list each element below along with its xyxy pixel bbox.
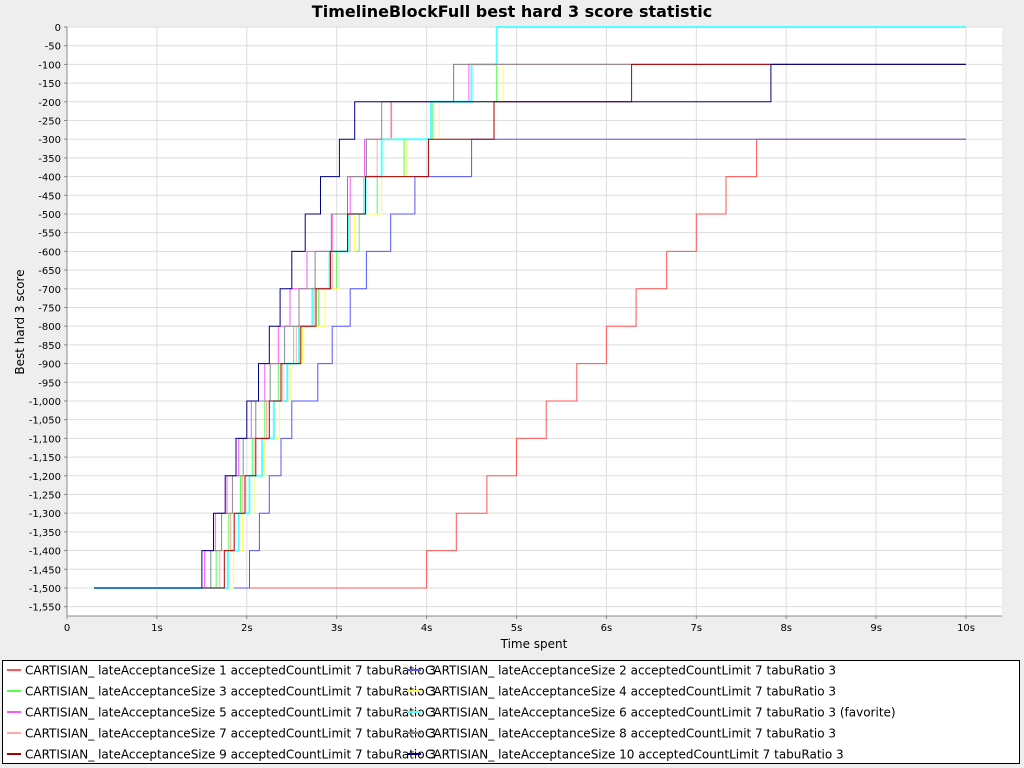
legend-item-9: CARTISIAN_ lateAcceptanceSize 9 accepted… bbox=[7, 747, 436, 765]
x-tick-label: 8s bbox=[780, 623, 792, 634]
legend-item-8: CARTISIAN_ lateAcceptanceSize 8 accepted… bbox=[407, 726, 836, 744]
y-axis-label: Best hard 3 score bbox=[13, 269, 27, 374]
y-tick-label: -900 bbox=[38, 360, 61, 371]
series-line-9 bbox=[94, 63, 966, 589]
x-tick-label: 10s bbox=[957, 623, 975, 634]
series-line-8 bbox=[94, 63, 966, 589]
chart-canvas: 0 -50 -100 -150 -200 -250 -300 -350 -400 -450 -500… bbox=[13, 23, 1002, 651]
legend-swatch bbox=[7, 752, 21, 755]
y-tick-label: -500 bbox=[38, 210, 61, 221]
y-tick-label: -1,300 bbox=[29, 509, 61, 520]
x-tick-label: 9s bbox=[870, 623, 882, 634]
y-tick-label: -300 bbox=[38, 135, 61, 146]
x-tick-label: 1s bbox=[151, 623, 163, 634]
y-tick-label: -550 bbox=[38, 229, 61, 240]
y-tick-label: 0 bbox=[55, 23, 61, 34]
y-tick-label: -1,500 bbox=[29, 584, 61, 595]
legend-item-3: CARTISIAN_ lateAcceptanceSize 3 accepted… bbox=[7, 684, 436, 702]
y-tick-label: -50 bbox=[45, 42, 61, 53]
legend: CARTISIAN_ lateAcceptanceSize 1 accepted… bbox=[2, 660, 1020, 764]
chart-title: TimelineBlockFull best hard 3 score stat… bbox=[311, 2, 713, 21]
y-tick-label: -1,250 bbox=[29, 490, 61, 501]
y-tick-label: -1,350 bbox=[29, 528, 61, 539]
legend-swatch bbox=[7, 731, 21, 734]
x-tick-label: 4s bbox=[421, 623, 433, 634]
y-tick-label: -1,050 bbox=[29, 416, 61, 427]
legend-swatch bbox=[7, 710, 21, 713]
y-tick-label: -1,100 bbox=[29, 434, 61, 445]
legend-item-7: CARTISIAN_ lateAcceptanceSize 7 accepted… bbox=[7, 726, 436, 744]
legend-item-2: CARTISIAN_ lateAcceptanceSize 2 accepted… bbox=[407, 663, 836, 681]
axes bbox=[66, 27, 1002, 617]
legend-swatch bbox=[407, 710, 421, 713]
y-tick-label: -150 bbox=[38, 79, 61, 90]
y-ticks: 0 -50 -100 -150 -200 -250 -300 -350 -400 -450 -500… bbox=[29, 23, 67, 614]
legend-swatch bbox=[407, 689, 421, 692]
x-tick-label: 2s bbox=[241, 623, 253, 634]
legend-label: CARTISIAN_ lateAcceptanceSize 5 accepted… bbox=[25, 705, 437, 720]
y-tick-label: -700 bbox=[38, 285, 61, 296]
series-line-1 bbox=[94, 138, 966, 589]
legend-label: CARTISIAN_ lateAcceptanceSize 7 accepted… bbox=[25, 726, 437, 741]
y-tick-label: -1,550 bbox=[29, 603, 61, 614]
y-tick-label: -1,150 bbox=[29, 453, 61, 464]
y-tick-label: -400 bbox=[38, 173, 61, 184]
y-tick-label: -100 bbox=[38, 60, 61, 71]
legend-swatch bbox=[7, 689, 21, 692]
x-tick-label: 5s bbox=[511, 623, 523, 634]
y-tick-label: -600 bbox=[38, 247, 61, 258]
y-tick-label: -950 bbox=[38, 378, 61, 389]
legend-label: CARTISIAN_ lateAcceptanceSize 1 accepted… bbox=[25, 663, 437, 678]
legend-swatch bbox=[407, 731, 421, 734]
legend-label: CARTISIAN_ lateAcceptanceSize 2 accepted… bbox=[425, 663, 837, 678]
grid bbox=[66, 26, 1002, 616]
legend-label: CARTISIAN_ lateAcceptanceSize 9 accepted… bbox=[25, 747, 437, 762]
series-line-10 bbox=[94, 63, 966, 589]
y-tick-label: -1,200 bbox=[29, 472, 61, 483]
y-tick-label: -350 bbox=[38, 154, 61, 165]
series-layer bbox=[94, 26, 966, 589]
y-tick-label: -1,450 bbox=[29, 565, 61, 576]
y-tick-label: -750 bbox=[38, 303, 61, 314]
x-tick-label: 0 bbox=[64, 623, 70, 634]
legend-swatch bbox=[407, 752, 421, 755]
y-tick-label: -650 bbox=[38, 266, 61, 277]
legend-item-1: CARTISIAN_ lateAcceptanceSize 1 accepted… bbox=[7, 663, 436, 681]
legend-label: CARTISIAN_ lateAcceptanceSize 3 accepted… bbox=[25, 684, 437, 699]
plot-area bbox=[67, 27, 1002, 616]
legend-label: CARTISIAN_ lateAcceptanceSize 8 accepted… bbox=[425, 726, 837, 741]
legend-label: CARTISIAN_ lateAcceptanceSize 4 accepted… bbox=[425, 684, 837, 699]
legend-label: CARTISIAN_ lateAcceptanceSize 6 accepted… bbox=[425, 705, 896, 720]
y-tick-label: -1,000 bbox=[29, 397, 61, 408]
legend-item-4: CARTISIAN_ lateAcceptanceSize 4 accepted… bbox=[407, 684, 836, 702]
x-tick-label: 7s bbox=[691, 623, 703, 634]
y-tick-label: -200 bbox=[38, 98, 61, 109]
legend-item-6: CARTISIAN_ lateAcceptanceSize 6 accepted… bbox=[407, 705, 896, 723]
x-tick-label: 3s bbox=[331, 623, 343, 634]
x-axis-label: Time spent bbox=[500, 637, 568, 651]
legend-item-5: CARTISIAN_ lateAcceptanceSize 5 accepted… bbox=[7, 705, 436, 723]
x-tick-label: 6s bbox=[601, 623, 613, 634]
legend-swatch bbox=[407, 668, 421, 671]
legend-swatch bbox=[7, 668, 21, 671]
y-tick-label: -450 bbox=[38, 191, 61, 202]
legend-label: CARTISIAN_ lateAcceptanceSize 10 accepte… bbox=[425, 747, 844, 762]
series-line-7 bbox=[94, 63, 966, 589]
series-line-2 bbox=[94, 138, 966, 589]
y-tick-label: -1,400 bbox=[29, 547, 61, 558]
y-tick-label: -800 bbox=[38, 322, 61, 333]
y-tick-label: -850 bbox=[38, 341, 61, 352]
x-ticks: 0 1s 2s 3s 4s 5s 6s 7s 8s 9s 10s bbox=[64, 616, 975, 634]
legend-item-10: CARTISIAN_ lateAcceptanceSize 10 accepte… bbox=[407, 747, 844, 765]
y-tick-label: -250 bbox=[38, 116, 61, 127]
